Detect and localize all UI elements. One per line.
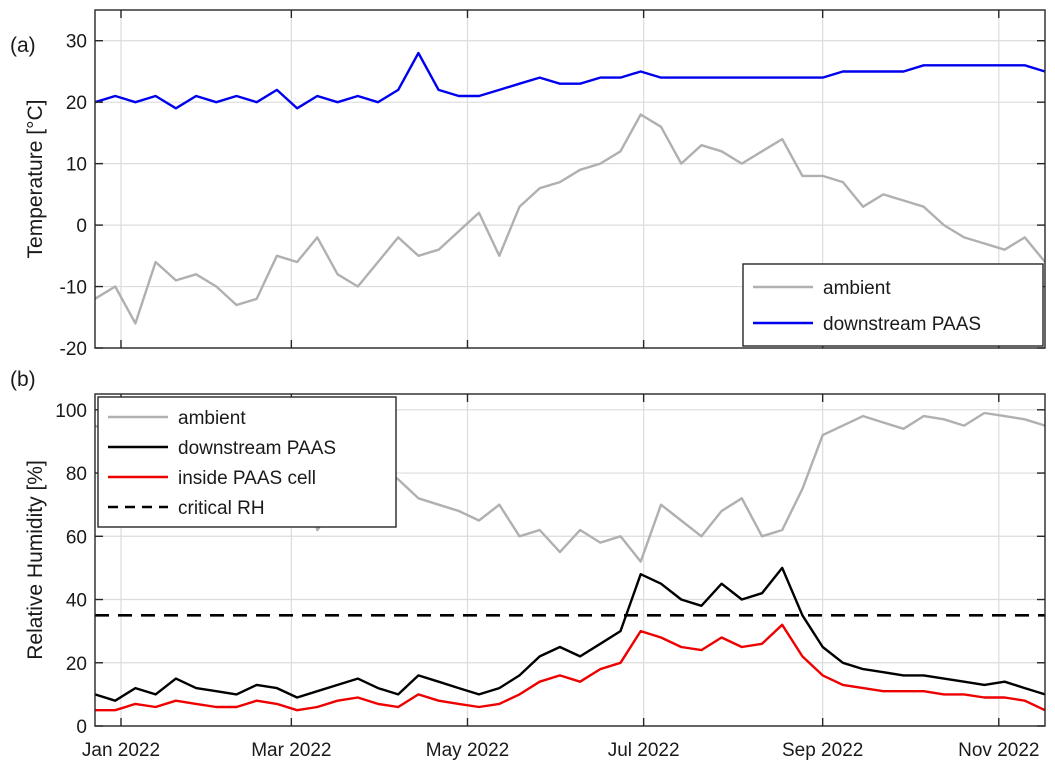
y-tick-label: 40 (66, 591, 87, 612)
y-axis-label: Temperature [°C] (24, 100, 47, 259)
x-tick-label: May 2022 (426, 740, 509, 761)
x-tick-label: Nov 2022 (958, 740, 1039, 761)
legend-box (97, 396, 397, 528)
y-tick-label: 20 (66, 654, 87, 675)
legend-label-downstream-paas: downstream PAAS (823, 314, 981, 335)
x-tick-label: Jul 2022 (608, 740, 680, 761)
y-tick-label: -20 (60, 339, 87, 360)
y-tick-label: 0 (76, 216, 87, 237)
y-tick-label: -10 (60, 278, 87, 299)
y-tick-label: 60 (66, 527, 87, 548)
y-tick-label: 0 (76, 717, 87, 738)
y-tick-label: 80 (66, 464, 87, 485)
series-line-ambient (94, 113, 1046, 325)
y-tick-label: 100 (55, 401, 87, 422)
series-line-downstream-paas (94, 566, 1046, 702)
y-tick-label: 20 (66, 93, 87, 114)
panel-tag: (a) (10, 34, 36, 57)
axes-frame (94, 393, 1046, 727)
panel-a: -20 -10 0 10 20 30 Temperature [°C] (a) ambient d… (10, 9, 1046, 360)
legend-label-downstream-paas: downstream PAAS (178, 438, 336, 459)
x-tick-label: Sep 2022 (782, 740, 863, 761)
x-tick-label: Jan 2022 (82, 740, 160, 761)
panel-tag: (b) (10, 368, 36, 391)
y-axis-label: Relative Humidity [%] (24, 460, 47, 660)
x-tick-label: Mar 2022 (251, 740, 331, 761)
y-tick-label: 30 (66, 32, 87, 53)
series-line-inside-paas-cell (95, 623, 1046, 712)
legend-label-ambient: ambient (823, 278, 891, 299)
series-line-downstream-paas (94, 51, 1046, 110)
panel-b: 0 20 40 60 80 100 Jan 2022 Mar 2022 May 2022 Jul … (10, 368, 1046, 761)
legend-label-inside-paas-cell: inside PAAS cell (178, 468, 316, 489)
legend-label-ambient: ambient (178, 408, 246, 429)
legend-label-critical-rh: critical RH (178, 498, 265, 519)
legend-box (742, 263, 1044, 347)
y-tick-label: 10 (66, 155, 87, 176)
axes-frame (94, 9, 1046, 349)
